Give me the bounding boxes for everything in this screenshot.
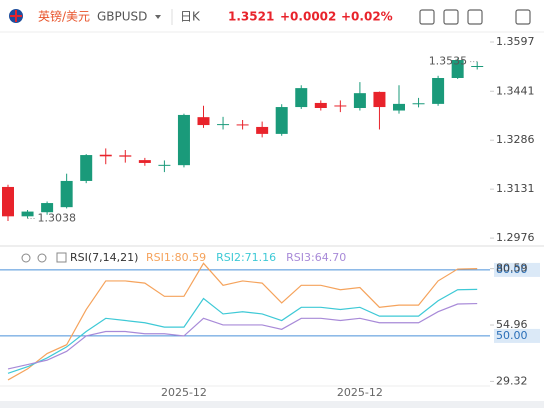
tool-icon[interactable] bbox=[467, 9, 483, 25]
candle-body bbox=[432, 78, 445, 104]
candle-body bbox=[353, 93, 366, 108]
period[interactable]: 日K bbox=[180, 10, 201, 24]
tool-icon[interactable] bbox=[443, 9, 459, 25]
symbol[interactable]: 英镑/美元 bbox=[38, 9, 90, 24]
header-bar bbox=[0, 0, 544, 32]
change-pct: +0.02% bbox=[341, 10, 393, 24]
toolbar[interactable] bbox=[419, 9, 531, 25]
y-tick-label: 80.59 bbox=[496, 262, 528, 275]
candle-body bbox=[373, 91, 386, 108]
scrollbar[interactable] bbox=[0, 401, 544, 408]
add-icon[interactable] bbox=[56, 252, 67, 263]
x-tick-label: 2025-12 bbox=[161, 386, 207, 399]
y-tick-label: 1.3286 bbox=[496, 133, 535, 146]
y-tick-label: 29.32 bbox=[496, 374, 528, 387]
candle-body bbox=[256, 126, 269, 134]
price: 1.3521 bbox=[228, 10, 274, 24]
y-tick-label: 1.2976 bbox=[496, 231, 535, 244]
candle-body bbox=[295, 88, 308, 108]
candle-body bbox=[99, 154, 112, 157]
y-tick-label: 1.3441 bbox=[496, 84, 535, 97]
reference-label-bg bbox=[494, 262, 540, 277]
reference-label: 80.00 bbox=[496, 263, 528, 276]
candle-body bbox=[393, 103, 405, 111]
x-tick-label: 2025-12 bbox=[337, 386, 383, 399]
candle-body bbox=[80, 155, 93, 181]
eye-icon[interactable] bbox=[21, 253, 31, 263]
y-tick-label: 1.3597 bbox=[496, 35, 535, 48]
rsi-title: RSI(7,14,21) bbox=[70, 251, 138, 264]
candle-body bbox=[138, 160, 151, 163]
y-tick-label: 1.3131 bbox=[496, 182, 535, 195]
candle-body bbox=[60, 180, 73, 208]
candle-body bbox=[177, 114, 190, 166]
rsi-line bbox=[7, 302, 478, 370]
annotation: 1.3038 bbox=[38, 212, 77, 225]
tool-icon[interactable] bbox=[515, 9, 531, 25]
y-tick-label: 54.96 bbox=[496, 318, 528, 331]
rsi-line bbox=[7, 262, 478, 381]
tool-icon[interactable] bbox=[419, 9, 435, 25]
candle-body bbox=[217, 124, 230, 126]
legend-entry: RSI1:80.59 bbox=[146, 251, 206, 264]
candle-body bbox=[412, 103, 425, 105]
candle-body bbox=[334, 105, 347, 107]
reference-label-bg bbox=[494, 328, 540, 343]
candle-body bbox=[471, 66, 484, 67]
reference-label: 50.00 bbox=[496, 329, 528, 342]
candle-body bbox=[119, 155, 132, 157]
candle-body bbox=[41, 203, 54, 213]
legend-entry: RSI2:71.16 bbox=[216, 251, 276, 264]
settings-icon[interactable] bbox=[37, 253, 47, 263]
candle-body bbox=[236, 124, 249, 126]
candle-body bbox=[197, 117, 210, 126]
candle-body bbox=[2, 186, 14, 217]
candle-body bbox=[451, 60, 464, 78]
legend-entry: RSI3:64.70 bbox=[286, 251, 346, 264]
code: GBPUSD bbox=[97, 10, 147, 24]
dropdown-arrow[interactable] bbox=[155, 15, 161, 19]
rsi-line bbox=[7, 288, 478, 374]
candle-body bbox=[275, 107, 288, 134]
candle-body bbox=[158, 164, 171, 166]
candle-body bbox=[21, 211, 34, 217]
annotation: 1.3535 bbox=[429, 55, 468, 68]
flag-cross bbox=[10, 10, 22, 22]
candle-body bbox=[314, 102, 327, 108]
change: +0.0002 bbox=[280, 10, 336, 24]
